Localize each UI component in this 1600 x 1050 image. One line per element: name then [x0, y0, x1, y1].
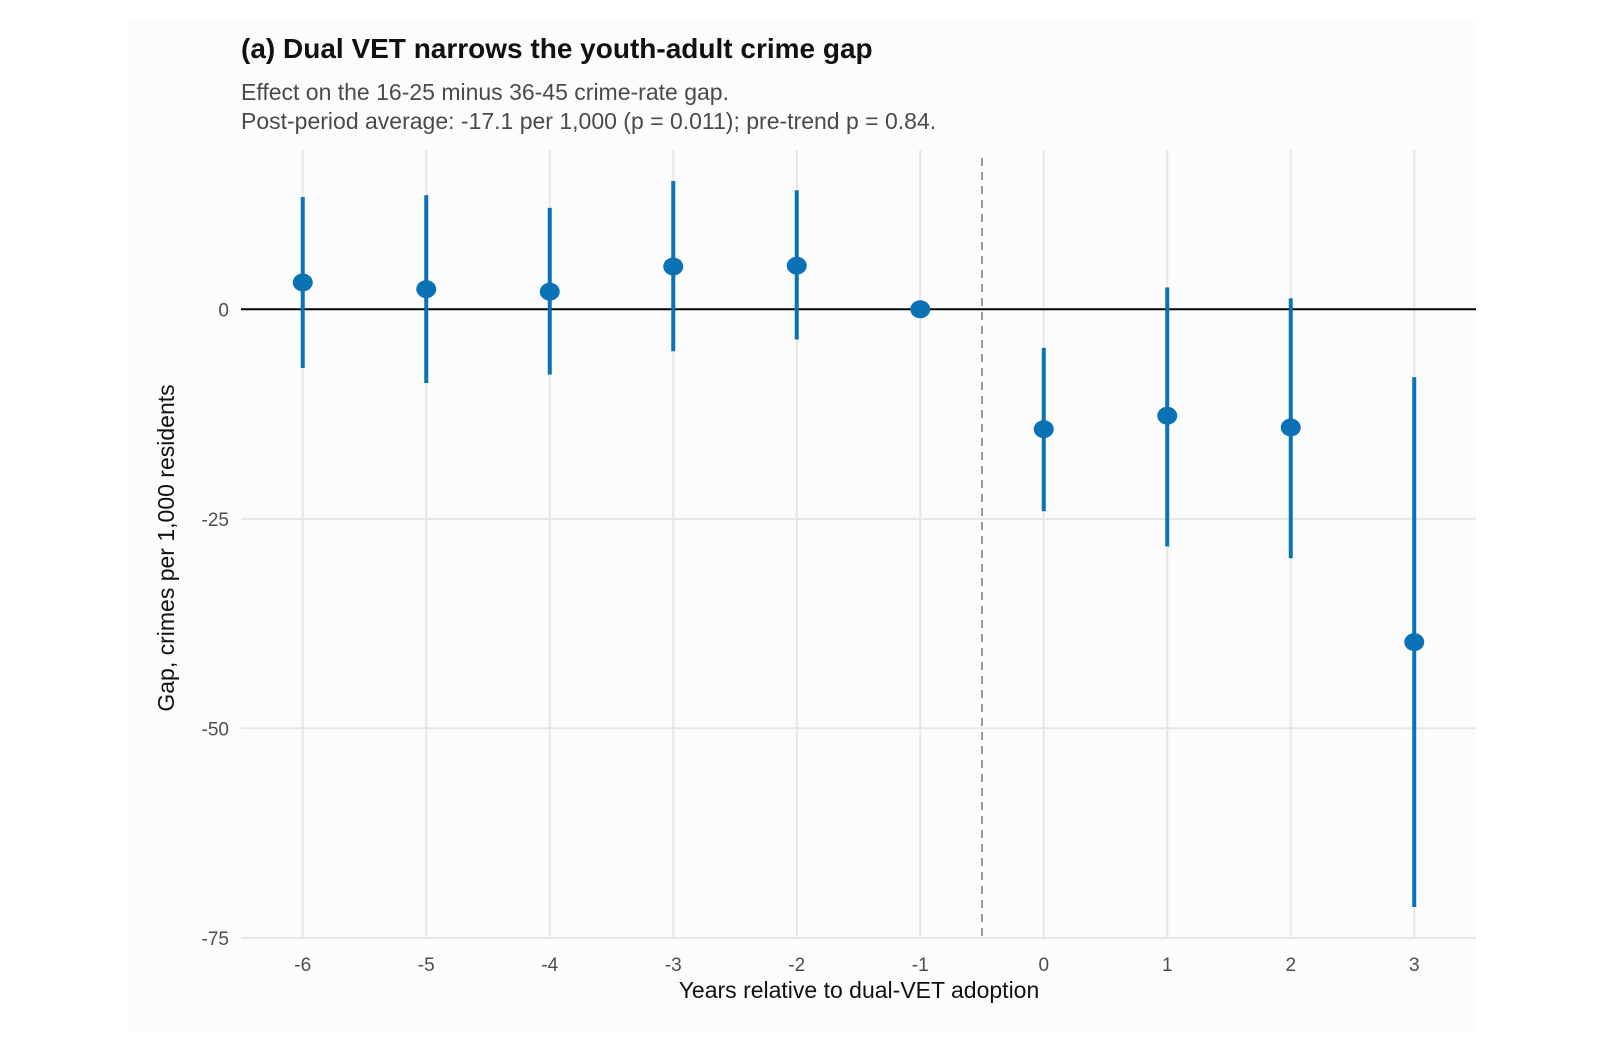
x-axis-ticks: -6 -5 -4 -3 -2 -1 0 1 2 3 — [294, 955, 1419, 976]
x-tick-label: -4 — [541, 955, 558, 976]
point-estimate-0 — [1033, 420, 1054, 439]
point-estimate-3 — [1404, 633, 1425, 652]
x-tick-label: 2 — [1285, 955, 1296, 976]
point-estimate--2 — [786, 256, 807, 275]
y-tick-label: 0 — [218, 300, 229, 321]
point-estimate--3 — [663, 257, 684, 276]
point-estimate--5 — [416, 280, 437, 299]
reference-lines — [241, 158, 1476, 938]
x-tick-label: -3 — [665, 955, 682, 976]
point-estimate--6 — [292, 273, 313, 292]
figure-panel — [128, 22, 1476, 1032]
x-tick-label: -6 — [294, 955, 311, 976]
x-tick-label: -2 — [788, 955, 805, 976]
y-tick-label: -75 — [202, 929, 229, 950]
x-axis-title: Years relative to dual-VET adoption — [679, 977, 1040, 1003]
x-tick-label: -1 — [912, 955, 929, 976]
y-tick-label: -50 — [202, 719, 229, 740]
chart-subtitle-line-2: Post-period average: -17.1 per 1,000 (p … — [241, 108, 937, 134]
x-tick-label: -5 — [418, 955, 435, 976]
x-tick-label: 0 — [1038, 955, 1049, 976]
y-axis-ticks: 0 -25 -50 -75 — [202, 300, 229, 950]
point-estimate-2 — [1280, 418, 1301, 437]
point-estimate--4 — [539, 282, 560, 301]
chart-subtitle-line-1: Effect on the 16-25 minus 36-45 crime-ra… — [241, 79, 729, 105]
point-estimate-1 — [1157, 406, 1178, 425]
chart-title: (a) Dual VET narrows the youth-adult cri… — [241, 33, 873, 64]
confidence-intervals — [300, 181, 1417, 907]
x-tick-label: 3 — [1409, 955, 1420, 976]
point-estimate--1 — [910, 300, 931, 319]
point-estimates — [292, 256, 1425, 652]
x-tick-label: 1 — [1162, 955, 1173, 976]
y-axis-title: Gap, crimes per 1,000 residents — [153, 384, 179, 711]
y-tick-label: -25 — [202, 510, 229, 531]
